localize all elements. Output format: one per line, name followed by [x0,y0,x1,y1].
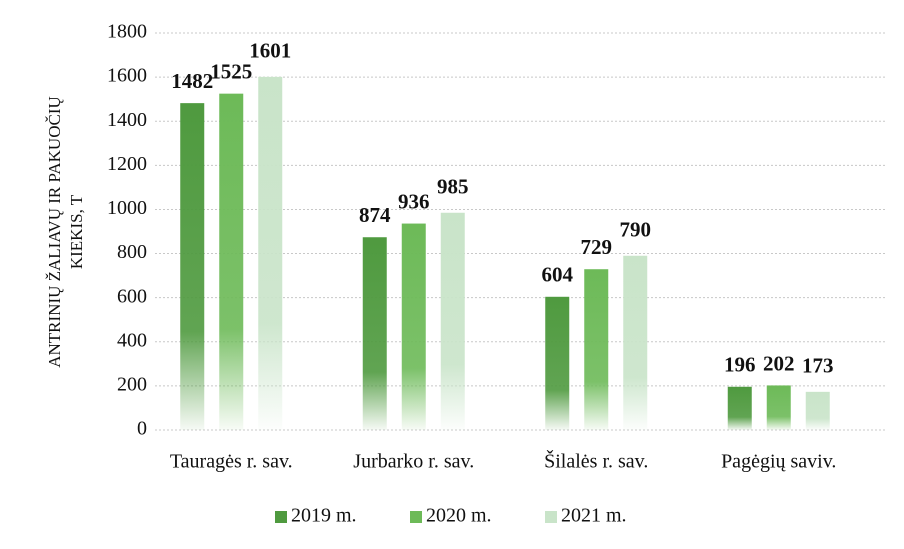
y-tick-label: 1800 [107,21,147,43]
x-tick-label: Jurbarko r. sav. [353,451,474,473]
value-label: 729 [581,235,613,259]
y-tick-label: 800 [117,241,147,263]
value-label: 1482 [171,69,213,93]
x-tick-label: Tauragės r. sav. [170,451,293,473]
value-label: 790 [620,218,652,242]
y-axis-label: ANTRINIŲ ŽALIAVŲ IR PAKUOČIŲ [45,96,64,368]
y-tick-label: 1400 [107,109,147,131]
bar [805,391,830,430]
bar [401,223,426,430]
y-tick-label: 400 [117,329,147,351]
bar [440,212,465,430]
y-tick-label: 200 [117,373,147,395]
bar [362,237,387,430]
y-axis-label: KIEKIS, T [67,194,86,269]
value-label: 1525 [210,59,252,83]
y-tick-label: 1200 [107,153,147,175]
bar [584,269,609,430]
value-label: 196 [724,353,756,377]
bar [766,385,791,430]
value-label: 1601 [249,39,291,63]
legend-swatch [275,511,287,523]
bar [258,76,283,430]
value-label: 202 [763,351,795,375]
bar [545,296,570,430]
value-label: 173 [802,354,834,378]
x-tick-label: Pagėgių saviv. [721,451,836,473]
legend-swatch [410,511,422,523]
legend-label: 2020 m. [426,505,492,527]
bar [727,386,752,430]
y-tick-label: 600 [117,285,147,307]
value-label: 874 [359,203,391,227]
y-tick-label: 1000 [107,197,147,219]
x-tick-label: Šilalės r. sav. [544,449,648,473]
value-label: 936 [398,189,430,213]
value-label: 985 [437,175,469,199]
legend-label: 2019 m. [291,505,357,527]
y-tick-label: 0 [137,418,147,440]
y-tick-label: 1600 [107,65,147,87]
bar [219,93,244,431]
legend-label: 2021 m. [561,505,627,527]
bar [623,255,648,430]
bar [180,103,205,431]
value-label: 604 [542,263,574,287]
legend-swatch [545,511,557,523]
